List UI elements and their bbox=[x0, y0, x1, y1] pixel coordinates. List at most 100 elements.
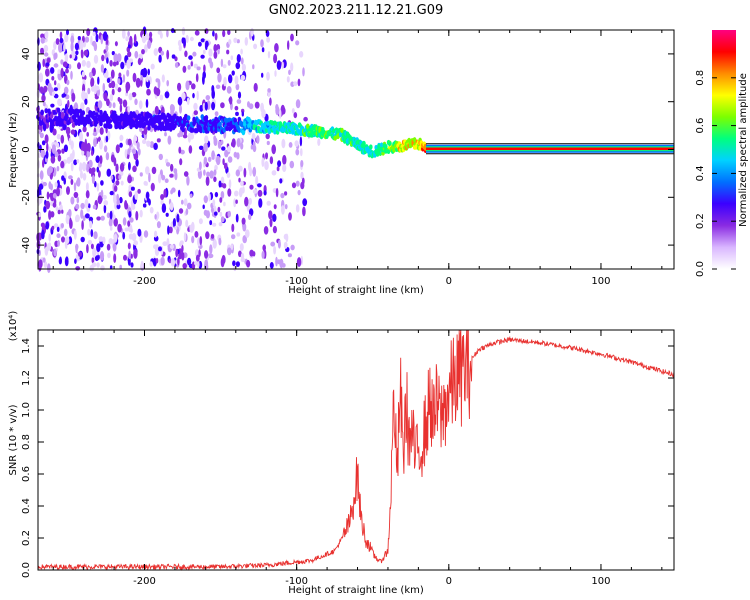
spectrogram-speckle bbox=[113, 53, 118, 63]
spectrogram-speckle bbox=[103, 203, 107, 214]
spectrogram-speckle bbox=[106, 212, 111, 219]
spectrogram-speckle bbox=[235, 62, 241, 70]
spectrogram-speckle bbox=[70, 196, 75, 205]
spectrogram-speckle bbox=[186, 175, 190, 186]
spectrogram-speckle bbox=[75, 266, 81, 271]
spectrogram-speckle bbox=[116, 53, 122, 63]
spectrogram-speckle bbox=[169, 201, 174, 211]
spectrogram-speckle bbox=[42, 101, 46, 107]
spectrogram-speckle bbox=[134, 190, 138, 200]
spectrogram-speckle bbox=[127, 105, 130, 113]
spectrogram-speckle bbox=[50, 103, 55, 108]
spectrogram-speckle bbox=[178, 208, 184, 214]
spectrogram-speckle bbox=[262, 244, 267, 252]
spectrogram-ridge-cell bbox=[81, 110, 85, 116]
spectrogram-speckle bbox=[216, 67, 221, 74]
spectrogram-speckle bbox=[224, 149, 229, 158]
spectrogram-speckle bbox=[84, 98, 88, 105]
spectrogram-speckle bbox=[75, 215, 79, 223]
spectrogram-speckle bbox=[238, 177, 241, 183]
spectrogram-ridge-cell bbox=[214, 116, 218, 122]
spectrogram-speckle bbox=[256, 135, 260, 144]
spectrogram-speckle bbox=[166, 80, 169, 87]
spectrogram-speckle bbox=[129, 217, 134, 223]
spectrogram-speckle bbox=[294, 140, 299, 147]
spectrogram-speckle bbox=[85, 213, 90, 219]
spectrogram-speckle bbox=[198, 249, 201, 257]
spectrogram-ridge-cell bbox=[210, 127, 214, 133]
colorbar-tick-label: 0.6 bbox=[695, 118, 706, 134]
spectrogram-ridge-cell bbox=[147, 125, 151, 131]
spectrogram-ridge-cell bbox=[56, 107, 61, 113]
spectrogram-ridge-cell bbox=[44, 108, 48, 114]
spectrogram-ridge-cell bbox=[270, 120, 275, 126]
spectrogram-speckle bbox=[46, 142, 49, 152]
spectrogram-speckle bbox=[291, 182, 297, 189]
spectrogram-speckle bbox=[79, 131, 83, 142]
spectrogram-speckle bbox=[45, 68, 50, 77]
spectrogram-speckle bbox=[166, 29, 169, 38]
spectrogram-speckle bbox=[83, 49, 89, 57]
spectrogram-speckle bbox=[56, 142, 60, 148]
spectrogram-speckle bbox=[56, 187, 60, 197]
spectrogram-speckle bbox=[86, 163, 89, 173]
spectrogram-speckle bbox=[204, 101, 208, 111]
spectrogram-speckle bbox=[68, 137, 72, 146]
spectrogram-speckle bbox=[190, 61, 193, 67]
spectrogram-speckle bbox=[227, 188, 232, 197]
spectrogram-speckle bbox=[220, 102, 225, 109]
spectrogram-speckle bbox=[226, 49, 230, 55]
spectrogram-speckle bbox=[38, 72, 44, 83]
spectrogram-speckle bbox=[200, 38, 205, 43]
spectrogram-speckle bbox=[300, 171, 304, 180]
spectrogram-speckle bbox=[207, 156, 212, 163]
spectrogram-speckle bbox=[56, 179, 60, 189]
spectrogram-speckle bbox=[154, 230, 158, 238]
spectrogram-speckle bbox=[71, 50, 76, 60]
spectrogram-speckle bbox=[45, 200, 51, 210]
spectrogram-speckle bbox=[170, 28, 175, 34]
spectrogram-speckle bbox=[61, 148, 65, 154]
spectrogram-speckle bbox=[46, 243, 52, 251]
spectrogram-speckle bbox=[156, 211, 160, 220]
spectrogram-speckle bbox=[80, 209, 84, 219]
spectrogram-speckle bbox=[130, 253, 133, 259]
spectrogram-speckle bbox=[193, 63, 198, 69]
spectrogram-speckle bbox=[139, 172, 143, 177]
spectrogram-speckle bbox=[156, 138, 161, 143]
spectrogram-speckle bbox=[40, 47, 45, 55]
spectrogram-speckle bbox=[54, 52, 58, 59]
spectrogram-speckle bbox=[148, 198, 151, 206]
spectrogram-speckle bbox=[287, 40, 290, 51]
spectrogram-ridge-cell bbox=[237, 127, 242, 133]
spectrogram-ridge-cell bbox=[55, 121, 59, 127]
spectrogram-speckle bbox=[55, 206, 59, 211]
spectrogram-speckle bbox=[133, 152, 139, 161]
spectrogram-speckle bbox=[150, 63, 155, 70]
spectrogram-speckle bbox=[115, 144, 120, 154]
spectrogram-speckle bbox=[52, 193, 57, 199]
spectrogram-speckle bbox=[187, 257, 192, 266]
spectrogram-speckle bbox=[137, 228, 142, 237]
spectrogram-speckle bbox=[73, 159, 78, 166]
spectrogram-speckle bbox=[288, 69, 291, 76]
spectrogram-speckle bbox=[222, 183, 227, 189]
spectrogram-speckle bbox=[158, 153, 163, 161]
spectrogram-speckle bbox=[66, 29, 69, 36]
spectrogram-speckle bbox=[78, 251, 83, 257]
spectrogram-speckle bbox=[85, 182, 89, 192]
spectrogram-speckle bbox=[56, 233, 61, 239]
spectrogram-speckle bbox=[184, 50, 188, 58]
spectrogram-speckle bbox=[187, 132, 191, 143]
spectrogram-speckle bbox=[50, 67, 55, 74]
spectrogram-speckle bbox=[127, 30, 130, 37]
spectrogram-speckle bbox=[272, 225, 277, 234]
spectrogram-speckle bbox=[223, 162, 228, 170]
spectrogram-speckle bbox=[70, 129, 76, 135]
spectrogram-speckle bbox=[212, 199, 216, 207]
y-tick-label: 0.2 bbox=[21, 530, 32, 546]
spectrogram-speckle bbox=[100, 34, 104, 45]
spectrogram-speckle bbox=[55, 38, 60, 45]
spectrogram-speckle bbox=[137, 188, 141, 194]
spectrogram-speckle bbox=[123, 254, 127, 261]
